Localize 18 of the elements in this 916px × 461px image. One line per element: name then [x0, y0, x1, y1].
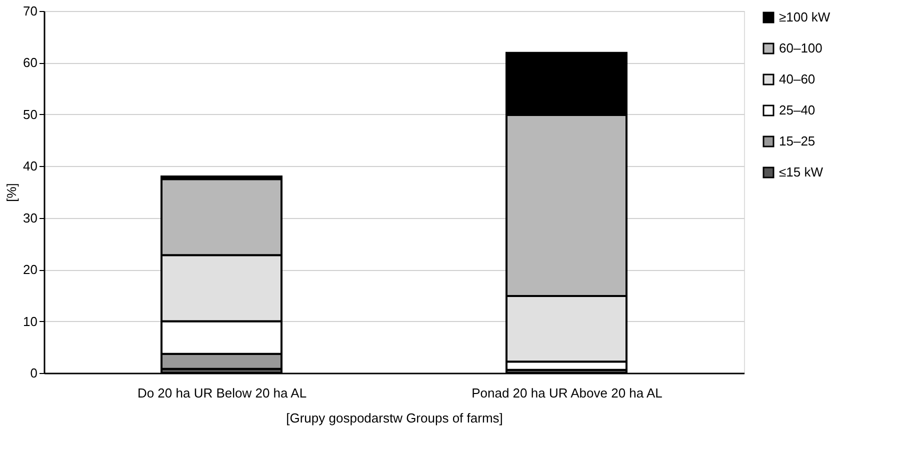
- legend-label: 15–25: [779, 134, 816, 148]
- y-tick-label: 70: [23, 4, 38, 18]
- x-tick-label: Ponad 20 ha UR Above 20 ha AL: [472, 386, 662, 400]
- y-tick-label: 30: [23, 210, 38, 226]
- x-axis-title: [Grupy gospodarstw Groups of farms]: [286, 410, 503, 426]
- legend-label: ≥100 kW: [779, 10, 831, 24]
- y-tick-label: 10: [23, 314, 38, 329]
- y-tick-label: 0: [30, 366, 38, 380]
- x-tick-label: Do 20 ha UR Below 20 ha AL: [137, 386, 307, 400]
- legend-label: 25–40: [779, 102, 816, 118]
- y-tick-label: 20: [23, 262, 38, 278]
- y-tick-label: 50: [23, 106, 38, 122]
- y-tick-label: 60: [23, 55, 38, 70]
- legend-label: 40–60: [779, 72, 816, 86]
- y-axis-title: [%]: [4, 183, 20, 202]
- legend-label: ≤15 kW: [779, 164, 824, 180]
- y-tick-label: 40: [23, 158, 38, 174]
- legend-label: 60–100: [779, 40, 822, 56]
